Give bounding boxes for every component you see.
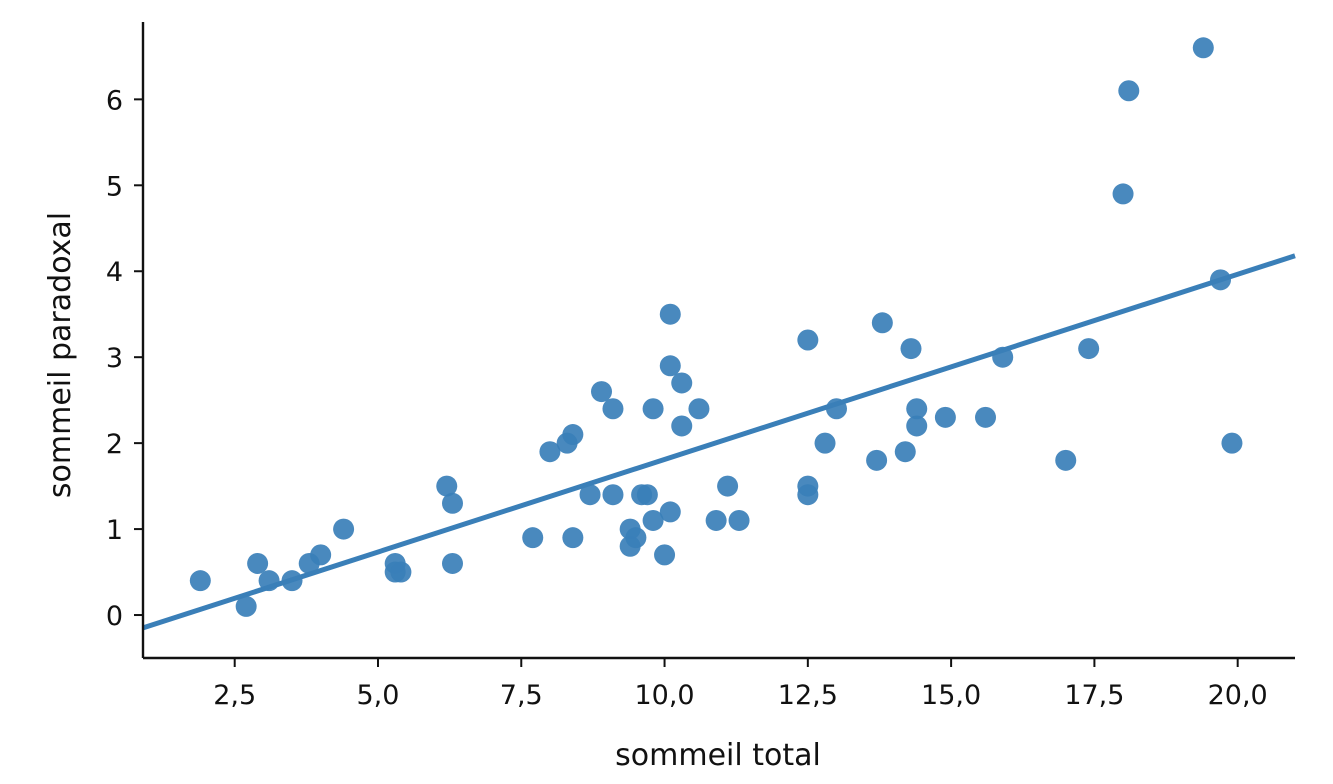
data-point	[900, 338, 922, 360]
points-layer	[189, 37, 1243, 617]
x-tick-label: 10,0	[634, 680, 694, 711]
data-point	[602, 398, 624, 420]
data-point	[705, 509, 727, 531]
data-point	[814, 432, 836, 454]
data-point	[975, 406, 997, 428]
data-point	[797, 329, 819, 351]
x-tick-label: 20,0	[1208, 680, 1268, 711]
data-point	[602, 484, 624, 506]
y-tick-label: 0	[106, 601, 123, 632]
x-tick-label: 5,0	[357, 680, 400, 711]
data-point	[871, 312, 893, 334]
data-point	[659, 303, 681, 325]
data-point	[642, 509, 664, 531]
data-point	[1118, 80, 1140, 102]
data-point	[1055, 449, 1077, 471]
data-point	[728, 509, 750, 531]
x-tick-label: 15,0	[921, 680, 981, 711]
data-point	[579, 484, 601, 506]
x-ticks: 2,5 5,0 7,5 10,0 12,5 15,0 17,5 20,0	[213, 658, 1268, 711]
y-tick-label: 1	[106, 515, 123, 546]
data-point	[717, 475, 739, 497]
data-point	[1078, 338, 1100, 360]
data-point	[1221, 432, 1243, 454]
data-point	[522, 527, 544, 549]
data-point	[906, 398, 928, 420]
data-point	[659, 501, 681, 523]
data-point	[1112, 183, 1134, 205]
data-point	[1192, 37, 1214, 59]
data-point	[934, 406, 956, 428]
data-point	[797, 484, 819, 506]
data-point	[562, 527, 584, 549]
data-point	[235, 595, 257, 617]
y-ticks: 0 1 2 3 4 5 6	[106, 85, 143, 632]
data-point	[654, 544, 676, 566]
y-tick-label: 3	[106, 343, 123, 374]
data-point	[636, 484, 658, 506]
y-tick-label: 2	[106, 429, 123, 460]
x-axis-label: sommeil total	[615, 738, 821, 773]
x-tick-label: 7,5	[500, 680, 543, 711]
data-point	[671, 372, 693, 394]
y-tick-label: 4	[106, 257, 123, 288]
data-point	[390, 561, 412, 583]
data-point	[310, 544, 332, 566]
x-tick-label: 12,5	[778, 680, 838, 711]
regression-line-layer	[142, 253, 1296, 631]
data-point	[539, 441, 561, 463]
regression-line	[142, 253, 1296, 631]
data-point	[906, 415, 928, 437]
data-point	[866, 449, 888, 471]
data-point	[441, 552, 463, 574]
y-tick-label: 6	[106, 85, 123, 116]
data-point	[688, 398, 710, 420]
data-point	[591, 381, 613, 403]
data-point	[625, 527, 647, 549]
y-axis-label: sommeil paradoxal	[43, 212, 78, 498]
data-point	[189, 570, 211, 592]
data-point	[671, 415, 693, 437]
data-point	[441, 492, 463, 514]
data-point	[642, 398, 664, 420]
y-tick-label: 5	[106, 171, 123, 202]
data-point	[659, 355, 681, 377]
data-point	[436, 475, 458, 497]
x-tick-label: 2,5	[213, 680, 256, 711]
data-point	[333, 518, 355, 540]
x-tick-label: 17,5	[1064, 680, 1124, 711]
data-point	[562, 424, 584, 446]
data-point	[247, 552, 269, 574]
data-point	[894, 441, 916, 463]
